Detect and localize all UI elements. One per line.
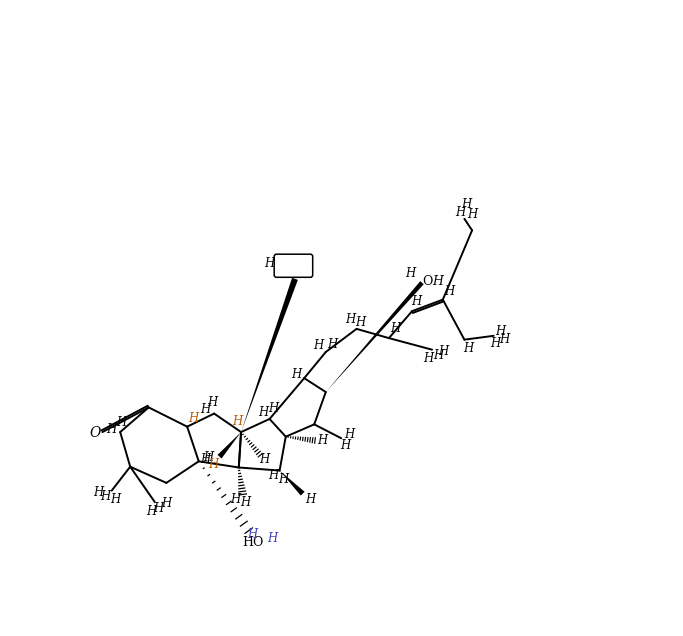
Text: H: H xyxy=(203,451,213,464)
Text: H: H xyxy=(346,313,356,326)
Text: H: H xyxy=(444,286,454,298)
Text: H: H xyxy=(318,434,328,447)
Text: H: H xyxy=(423,352,433,366)
Text: H: H xyxy=(494,326,505,338)
Text: H: H xyxy=(463,342,473,356)
Text: H: H xyxy=(208,396,218,410)
Text: H: H xyxy=(313,340,323,352)
Text: H: H xyxy=(268,402,279,415)
Polygon shape xyxy=(241,278,298,432)
Text: H: H xyxy=(264,257,274,270)
Text: H: H xyxy=(229,494,240,506)
Text: H: H xyxy=(499,333,510,346)
Text: H: H xyxy=(106,423,116,436)
Polygon shape xyxy=(326,281,423,392)
Text: O: O xyxy=(89,426,100,440)
Text: H: H xyxy=(189,413,199,425)
Text: H: H xyxy=(438,345,449,357)
Text: AcO: AcO xyxy=(282,263,305,273)
FancyBboxPatch shape xyxy=(274,254,313,277)
Text: H: H xyxy=(327,338,337,351)
Text: O: O xyxy=(419,275,433,288)
Text: H: H xyxy=(461,198,471,211)
Text: H: H xyxy=(292,368,302,381)
Text: H: H xyxy=(199,403,210,416)
Text: HO: HO xyxy=(242,536,264,549)
Polygon shape xyxy=(217,432,241,459)
Text: H: H xyxy=(278,473,288,487)
Text: H: H xyxy=(154,502,164,515)
Text: H: H xyxy=(247,528,257,541)
Text: H: H xyxy=(100,490,111,503)
Text: H: H xyxy=(268,469,279,481)
Text: H: H xyxy=(390,322,400,335)
Text: H: H xyxy=(410,296,421,308)
Text: H: H xyxy=(467,209,477,221)
Text: H: H xyxy=(111,494,121,506)
Text: H: H xyxy=(433,349,443,363)
Text: H: H xyxy=(344,428,354,441)
Text: H: H xyxy=(232,415,242,428)
Text: H: H xyxy=(161,497,171,510)
Text: H: H xyxy=(456,206,466,219)
Text: H: H xyxy=(117,417,127,429)
Text: H: H xyxy=(355,316,365,329)
Text: H: H xyxy=(146,505,156,518)
Text: H: H xyxy=(267,532,277,545)
Polygon shape xyxy=(279,471,305,495)
Text: H: H xyxy=(432,275,443,288)
Text: H: H xyxy=(405,267,416,280)
Text: H: H xyxy=(340,439,350,452)
Text: H: H xyxy=(93,486,103,499)
Text: H: H xyxy=(259,452,269,466)
Text: H: H xyxy=(240,495,250,509)
Text: H: H xyxy=(258,406,268,419)
Text: H: H xyxy=(490,337,501,350)
Text: H: H xyxy=(208,458,219,471)
Text: H: H xyxy=(201,453,211,466)
Text: H: H xyxy=(305,494,316,506)
